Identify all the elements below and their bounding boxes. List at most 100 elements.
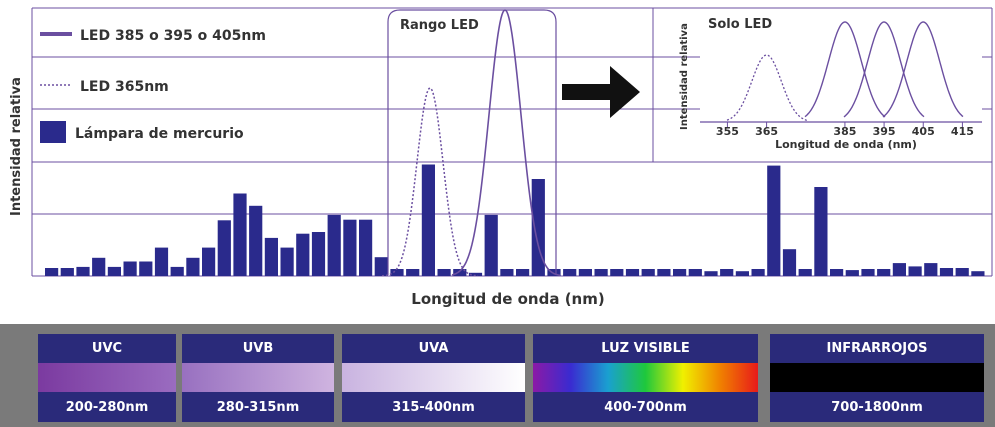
- mercury-bar: [296, 233, 310, 276]
- mercury-bar: [720, 269, 734, 276]
- mercury-bar: [484, 214, 498, 276]
- mercury-bar: [139, 261, 153, 276]
- inset-led-curve: [882, 21, 964, 118]
- mercury-bar: [264, 237, 278, 276]
- legend-label-led: LED 385 o 395 o 405nm: [80, 28, 266, 44]
- inset-led-365-curve: [726, 54, 808, 122]
- mercury-bar: [641, 269, 655, 276]
- band-gradient: [38, 363, 176, 392]
- inset-tick-label: 405: [912, 125, 935, 138]
- mercury-bar: [594, 269, 608, 276]
- mercury-bar: [421, 164, 435, 276]
- mercury-bar: [390, 269, 404, 276]
- mercury-bar: [280, 247, 294, 276]
- rango-led-box: [387, 9, 557, 275]
- mercury-bar: [861, 269, 875, 276]
- mercury-bar: [170, 266, 184, 276]
- inset-tick-label: 365: [755, 125, 778, 138]
- band-gradient: [182, 363, 334, 392]
- band-name: LUZ VISIBLE: [533, 334, 758, 363]
- mercury-bar: [908, 266, 922, 276]
- mercury-bar: [735, 271, 749, 276]
- spectrum-chart: Rango LED LED 385 o 395 o 405nm LED 365n…: [9, 7, 993, 308]
- mercury-bar: [657, 269, 671, 276]
- mercury-bar: [798, 269, 812, 276]
- inset-led-curve: [804, 21, 886, 118]
- mercury-bars: [45, 164, 985, 276]
- band-range: 400-700nm: [533, 392, 758, 422]
- y-axis-label: Intensidad relativa: [9, 77, 24, 216]
- mercury-bar: [578, 269, 592, 276]
- band-gradient: [342, 363, 525, 392]
- inset-xlabel: Longitud de onda (nm): [775, 138, 917, 151]
- mercury-bar: [217, 220, 231, 276]
- mercury-bar: [892, 263, 906, 276]
- mercury-bar: [688, 269, 702, 276]
- band-gradient: [770, 363, 984, 392]
- mercury-bar: [107, 266, 121, 276]
- solo-led-inset: Solo LED Intensidad relativa 355 365 385 39…: [679, 10, 982, 160]
- inset-tick-label: 395: [873, 125, 896, 138]
- band-name: INFRARROJOS: [770, 334, 984, 363]
- mercury-bar: [939, 268, 954, 276]
- mercury-bar: [123, 261, 137, 276]
- mercury-bar: [327, 214, 341, 276]
- band-range: 700-1800nm: [770, 392, 984, 422]
- mercury-bar: [625, 269, 640, 276]
- mercury-bar: [563, 269, 577, 276]
- inset-ticks: 355 365 385 395 405 415: [716, 122, 974, 138]
- inset-ylabel: Intensidad relativa: [679, 23, 690, 130]
- legend-swatch-mercury: [40, 121, 66, 143]
- legend: LED 385 o 395 o 405nm LED 365nm Lámpara …: [40, 28, 266, 143]
- mercury-bar: [955, 268, 969, 276]
- mercury-bar: [186, 257, 200, 276]
- band-infrarrojos: INFRARROJOS 700-1800nm: [770, 334, 984, 422]
- mercury-bar: [500, 269, 514, 276]
- mercury-bar: [374, 257, 388, 276]
- inset-tick-label: 415: [951, 125, 974, 138]
- band-uva: UVA 315-400nm: [342, 334, 525, 422]
- band-uvb: UVB 280-315nm: [182, 334, 334, 422]
- band-uvc: UVC 200-280nm: [38, 334, 176, 422]
- legend-label-mercury: Lámpara de mercurio: [75, 126, 244, 142]
- mercury-bar: [751, 269, 765, 276]
- mercury-bar: [830, 269, 844, 276]
- mercury-bar: [437, 269, 451, 276]
- inset-led-curves: [804, 21, 964, 118]
- legend-label-led365: LED 365nm: [80, 79, 169, 95]
- mercury-bar: [547, 269, 561, 276]
- mercury-bar: [453, 269, 467, 276]
- rango-led-label: Rango LED: [400, 18, 479, 33]
- mercury-bar: [233, 193, 247, 276]
- mercury-bar: [202, 247, 216, 276]
- mercury-bar: [845, 270, 859, 276]
- inset-title: Solo LED: [708, 17, 772, 32]
- mercury-bar: [249, 205, 263, 276]
- inset-tick-label: 355: [716, 125, 739, 138]
- arrow-icon: [562, 66, 640, 118]
- mercury-bar: [60, 268, 74, 276]
- mercury-bar: [311, 232, 326, 276]
- mercury-bar: [45, 268, 59, 276]
- band-gradient: [533, 363, 758, 392]
- x-axis-label: Longitud de onda (nm): [411, 290, 604, 308]
- band-name: UVA: [342, 334, 525, 363]
- mercury-bar: [704, 271, 718, 276]
- band-range: 315-400nm: [342, 392, 525, 422]
- mercury-bar: [782, 249, 797, 276]
- band-name: UVC: [38, 334, 176, 363]
- band-range: 200-280nm: [38, 392, 176, 422]
- mercury-bar: [406, 269, 420, 276]
- mercury-bar: [359, 219, 373, 276]
- mercury-bar: [343, 219, 357, 276]
- mercury-bar: [468, 272, 483, 276]
- mercury-bar: [610, 269, 624, 276]
- led-365-curve: [381, 87, 479, 277]
- band-luz-visible: LUZ VISIBLE 400-700nm: [533, 334, 758, 422]
- mercury-bar: [877, 269, 891, 276]
- band-range: 280-315nm: [182, 392, 334, 422]
- mercury-bar: [531, 179, 545, 276]
- mercury-bar: [516, 269, 530, 276]
- mercury-bar: [673, 269, 687, 276]
- mercury-bar: [767, 165, 781, 276]
